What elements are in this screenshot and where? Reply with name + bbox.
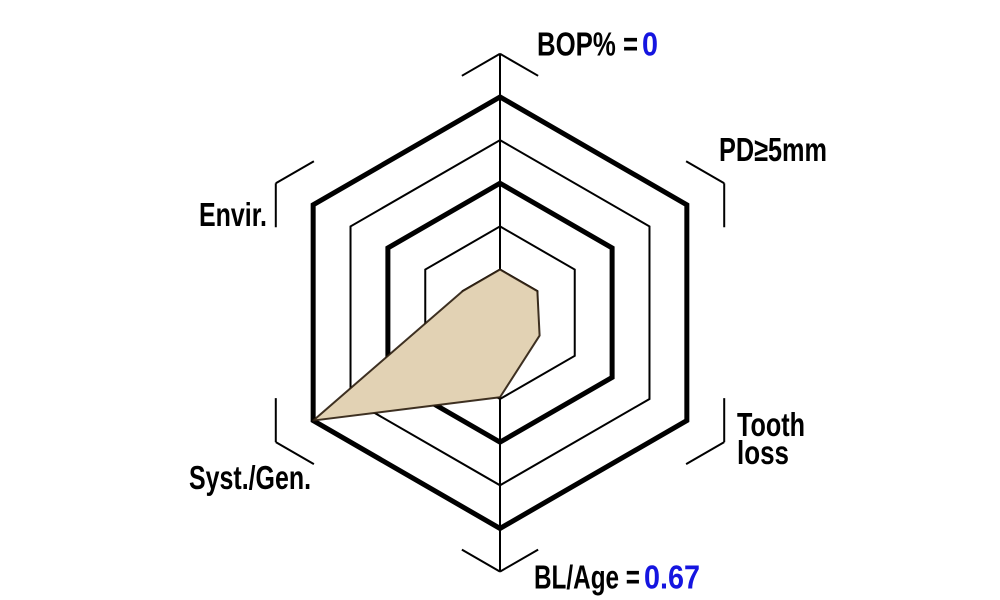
svg-text:loss: loss — [737, 434, 789, 471]
svg-text:Envir.: Envir. — [199, 196, 267, 233]
svg-text:PD≥5mm: PD≥5mm — [719, 131, 827, 168]
svg-text:0.67: 0.67 — [644, 559, 700, 596]
svg-text:BOP% =: BOP% = — [537, 26, 638, 63]
svg-text:BL/Age =: BL/Age = — [534, 559, 640, 596]
svg-text:Syst./Gen.: Syst./Gen. — [189, 459, 311, 496]
svg-text:0: 0 — [642, 26, 658, 63]
